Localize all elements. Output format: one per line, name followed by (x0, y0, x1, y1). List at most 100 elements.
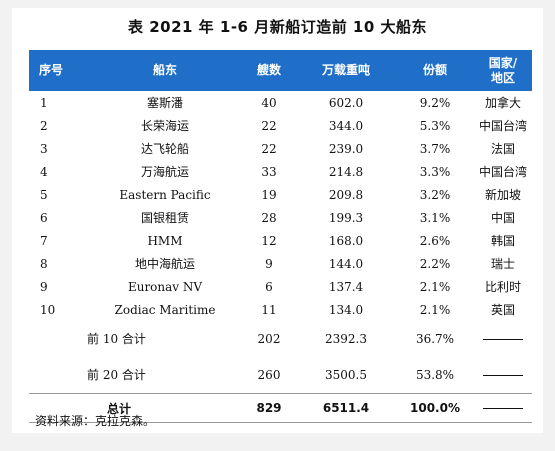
cell-rank: 3 (40, 141, 48, 156)
cell-share: 2.1% (419, 302, 451, 317)
cell-share: 5.3% (419, 118, 451, 133)
total-country (474, 393, 532, 423)
cell-country: 中国 (490, 211, 515, 225)
top10-ships: 202 (257, 331, 281, 346)
cell-dwt: 199.3 (328, 210, 364, 225)
table-row: 10 Zodiac Maritime 11 134.0 2.1% 英国 (29, 298, 532, 321)
cell-country: 英国 (490, 303, 515, 317)
cell-share: 2.6% (419, 233, 451, 248)
cell-country: 中国台湾 (478, 119, 527, 133)
table-row: 7 HMM 12 168.0 2.6% 韩国 (29, 229, 532, 252)
table-card: 表 2021 年 1-6 月新船订造前 10 大船东 序号 船东 艘数 万载重吨… (12, 8, 543, 433)
cell-rank: 8 (40, 256, 48, 271)
cell-share: 3.1% (419, 210, 451, 225)
cell-ships: 22 (261, 141, 277, 156)
cell-ships: 19 (261, 187, 277, 202)
cell-dwt: 144.0 (328, 256, 364, 271)
table-row: 8 地中海航运 9 144.0 2.2% 瑞士 (29, 252, 532, 275)
table-row: 3 达飞轮船 22 239.0 3.7% 法国 (29, 137, 532, 160)
top20-row: 前 20 合计 260 3500.5 53.8% (29, 356, 532, 394)
cell-ships: 9 (265, 256, 273, 271)
cell-owner: 万海航运 (140, 165, 189, 179)
cell-rank: 6 (40, 210, 48, 225)
top10-row: 前 10 合计 202 2392.3 36.7% (29, 321, 532, 356)
source-note: 资料来源：克拉克森。 (35, 414, 156, 428)
cell-country: 瑞士 (490, 257, 515, 271)
cell-rank: 4 (40, 164, 48, 179)
cell-country: 韩国 (490, 234, 515, 248)
cell-dwt: 168.0 (328, 233, 364, 248)
total-dwt: 6511.4 (296, 393, 396, 423)
table-body: 1 塞斯潘 40 602.0 9.2% 加拿大 2 长荣海运 22 344.0 5.3% 中国台湾 3 达… (29, 91, 532, 423)
cell-dwt: 134.0 (328, 302, 364, 317)
table-row: 2 长荣海运 22 344.0 5.3% 中国台湾 (29, 114, 532, 137)
cell-owner: Euronav NV (127, 279, 203, 294)
total-label: 总计 (29, 393, 242, 423)
header-country-line1: 国家/ (488, 55, 518, 70)
table-row: 4 万海航运 33 214.8 3.3% 中国台湾 (29, 160, 532, 183)
total-row: 总计 829 6511.4 100.0% (29, 393, 532, 423)
header-ships: 艘数 (256, 63, 281, 77)
header-country: 国家/ 地区 (474, 50, 532, 91)
table-row: 9 Euronav NV 6 137.4 2.1% 比利时 (29, 275, 532, 298)
cell-rank: 9 (40, 279, 48, 294)
cell-share: 9.2% (419, 95, 451, 110)
top10-share: 36.7% (415, 331, 455, 346)
cell-share: 2.2% (419, 256, 451, 271)
header-share: 份额 (422, 63, 447, 77)
table-row: 6 国银租赁 28 199.3 3.1% 中国 (29, 206, 532, 229)
total-share: 100.0% (396, 393, 474, 423)
header-owner: 船东 (152, 63, 177, 77)
shipowner-table: 序号 船东 艘数 万载重吨 份额 国家/ 地区 1 塞斯潘 40 602.0 9.2% 加… (29, 50, 532, 423)
cell-owner: 塞斯潘 (146, 96, 183, 110)
cell-rank: 2 (40, 118, 48, 133)
table-row: 5 Eastern Pacific 19 209.8 3.2% 新加坡 (29, 183, 532, 206)
top10-country (474, 321, 532, 356)
top10-dwt: 2392.3 (325, 331, 367, 346)
cell-dwt: 344.0 (328, 118, 364, 133)
top10-label: 前 10 合计 (87, 332, 146, 346)
top20-ships: 260 (257, 367, 281, 382)
cell-share: 3.7% (419, 141, 451, 156)
dash-mark (483, 338, 523, 340)
cell-owner: 长荣海运 (140, 119, 189, 133)
cell-ships: 22 (261, 118, 277, 133)
top20-label: 前 20 合计 (87, 368, 146, 382)
table-row: 1 塞斯潘 40 602.0 9.2% 加拿大 (29, 91, 532, 114)
cell-country: 中国台湾 (478, 165, 527, 179)
cell-dwt: 137.4 (328, 279, 364, 294)
cell-country: 新加坡 (484, 188, 521, 202)
cell-share: 2.1% (419, 279, 451, 294)
cell-ships: 33 (261, 164, 277, 179)
cell-dwt: 214.8 (328, 164, 364, 179)
top20-dwt: 3500.5 (325, 367, 367, 382)
cell-ships: 28 (261, 210, 277, 225)
cell-owner: Eastern Pacific (119, 187, 211, 202)
cell-country: 加拿大 (484, 96, 521, 110)
cell-owner: 达飞轮船 (140, 142, 189, 156)
top20-country (474, 356, 532, 394)
cell-ships: 12 (261, 233, 277, 248)
dash-mark (483, 408, 523, 409)
cell-rank: 7 (40, 233, 48, 248)
cell-country: 比利时 (484, 280, 521, 294)
total-ships: 829 (242, 393, 296, 423)
cell-dwt: 239.0 (328, 141, 364, 156)
cell-dwt: 602.0 (328, 95, 364, 110)
cell-owner: Zodiac Maritime (114, 302, 216, 317)
header-rank: 序号 (39, 63, 64, 77)
cell-owner: 国银租赁 (140, 211, 189, 225)
cell-ships: 6 (265, 279, 273, 294)
table-title: 表 2021 年 1-6 月新船订造前 10 大船东 (127, 18, 428, 36)
cell-rank: 1 (40, 95, 48, 110)
header-row: 序号 船东 艘数 万载重吨 份额 国家/ 地区 (29, 50, 532, 91)
cell-country: 法国 (490, 142, 515, 156)
cell-share: 3.2% (419, 187, 451, 202)
cell-owner: HMM (147, 233, 183, 248)
cell-share: 3.3% (419, 164, 451, 179)
cell-owner: 地中海航运 (134, 257, 195, 271)
cell-rank: 10 (40, 302, 56, 317)
cell-rank: 5 (40, 187, 48, 202)
cell-dwt: 209.8 (328, 187, 364, 202)
cell-ships: 40 (261, 95, 277, 110)
